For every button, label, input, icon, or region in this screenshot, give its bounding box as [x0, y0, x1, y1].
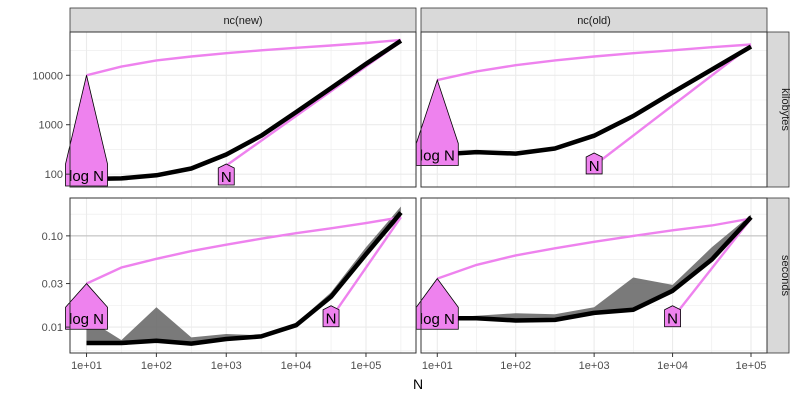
label-box-n-nc-old-seconds [664, 305, 681, 328]
line-n-nc-old-kilobytes [593, 44, 752, 167]
y-tick-label-seconds: 0.10 [42, 231, 63, 243]
label-box-n-nc-old-kilobytes [585, 152, 603, 175]
label-logn-nc-old-seconds: log N [420, 311, 455, 328]
x-tick-label-nc-old: 1e+02 [500, 360, 531, 372]
panel-backgrounds [70, 32, 767, 353]
series-nc-old-kilobytes: log N N [415, 43, 753, 175]
label-logn-nc-new-kilobytes: log N [69, 168, 104, 185]
panel-nc-old-seconds [421, 198, 767, 353]
panel-nc-new-kilobytes [70, 32, 416, 187]
strip-label-nc-old: nc(old) [577, 15, 611, 27]
strip-nc-new [69, 7, 417, 33]
series-nc-old-seconds: log N N [415, 214, 753, 330]
line-median-nc-old-seconds [437, 215, 753, 323]
label-box-logn-nc-old-kilobytes [415, 78, 459, 166]
panel-border-nc-new-kilobytes [69, 31, 417, 188]
x-tick-label-nc-new: 1e+03 [211, 360, 242, 372]
line-median-nc-new-seconds [86, 211, 403, 346]
line-logn-nc-new-seconds [85, 216, 402, 285]
series-nc-new-kilobytes: log N N [65, 38, 403, 187]
line-n-nc-new-seconds [330, 216, 402, 319]
panel-bg [70, 32, 416, 187]
label-box-logn-nc-new-kilobytes [65, 75, 108, 187]
x-tick-label-nc-new: 1e+05 [351, 360, 382, 372]
panel-border-nc-new-seconds [69, 197, 417, 354]
label-n-nc-old-seconds: N [667, 311, 678, 328]
strip-label-nc-new: nc(new) [223, 15, 262, 27]
panel-border-nc-old-kilobytes [420, 31, 768, 188]
x-tick-label-nc-old: 1e+04 [657, 360, 688, 372]
x-tick-label-nc-new: 1e+01 [71, 360, 102, 372]
y-tick-label-kilobytes: 10000 [32, 70, 63, 82]
line-n-nc-old-seconds [671, 217, 752, 319]
series-nc-new-seconds: log N N [65, 206, 403, 346]
panel-bg [70, 198, 416, 353]
x-tick-label-nc-old: 1e+01 [422, 360, 453, 372]
line-logn-nc-old-kilobytes [437, 43, 752, 82]
label-logn-nc-old-kilobytes: log N [420, 147, 455, 164]
x-tick-label-nc-new: 1e+04 [281, 360, 312, 372]
strip-label-seconds: seconds [779, 255, 791, 296]
y-tick-label-seconds: 0.03 [42, 279, 63, 291]
x-tick-label-nc-old: 1e+05 [736, 360, 767, 372]
x-tick-label-nc-old: 1e+03 [579, 360, 610, 372]
line-median-nc-new-kilobytes [86, 38, 403, 182]
label-box-logn-nc-old-seconds [415, 277, 459, 330]
line-median-nc-old-kilobytes [437, 44, 753, 157]
line-logn-nc-new-kilobytes [86, 38, 402, 77]
y-tick-label-kilobytes: 100 [45, 169, 63, 181]
line-logn-nc-old-seconds [436, 217, 752, 280]
x-tick-label-nc-new: 1e+02 [141, 360, 172, 372]
y-tick-label-seconds: 0.01 [42, 322, 63, 334]
label-box-n-nc-new-seconds [322, 305, 340, 328]
strip-label-kilobytes: kilobytes [779, 88, 791, 131]
panel-nc-new-seconds [70, 198, 416, 353]
y-tick-label-kilobytes: 1000 [39, 120, 63, 132]
label-box-logn-nc-new-seconds [65, 282, 108, 330]
label-n-nc-new-kilobytes: N [221, 169, 232, 186]
axes-layer: 100 1000 10000 0.01 0.03 0.10 1e+01 1e+02 1e+03 1… [32, 31, 768, 372]
strip-nc-old [420, 7, 768, 33]
strips: nc(new) nc(old) kilobytes seconds [69, 7, 791, 354]
x-axis-title: N [413, 376, 423, 392]
label-n-nc-old-kilobytes: N [589, 158, 600, 175]
label-box-n-nc-new-kilobytes [217, 163, 235, 186]
label-n-nc-new-seconds: N [326, 311, 337, 328]
label-logn-nc-new-seconds: log N [69, 311, 104, 328]
